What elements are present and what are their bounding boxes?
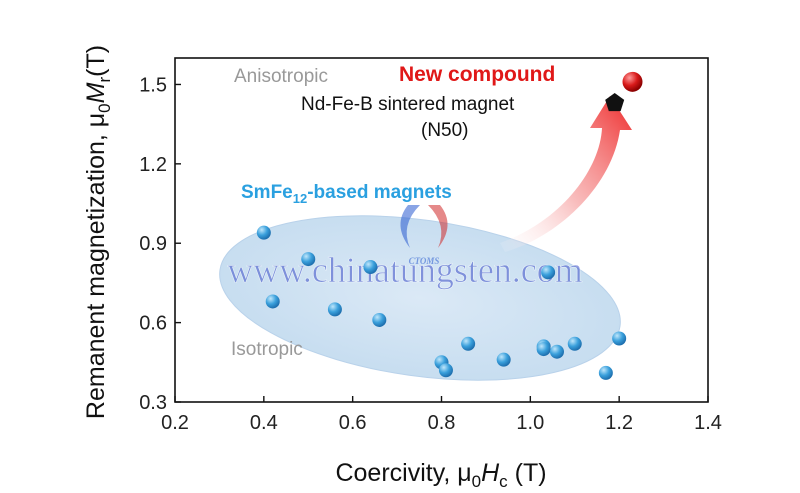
smfe-point — [598, 365, 613, 380]
smfe-point — [549, 344, 564, 359]
watermark-logo-text: CTOMS — [409, 256, 440, 266]
smfe-label-sub: 12 — [293, 191, 307, 206]
smfe-region-ellipse — [219, 215, 621, 381]
watermark-url: www.chinatungsten.com — [227, 250, 583, 290]
new-compound-label: New compound — [399, 63, 555, 86]
y-tick-label: 1.5 — [139, 74, 167, 96]
y-tick-label: 0.3 — [139, 392, 167, 414]
y-title-var: M — [82, 82, 110, 103]
x-title-var: H — [481, 459, 500, 487]
x-tick-label: 0.6 — [339, 412, 367, 434]
smfe-label-suffix: -based magnets — [307, 182, 452, 203]
x-tick-label: 1.0 — [516, 412, 544, 434]
x-tick-label: 0.4 — [250, 412, 278, 434]
smfe-point — [256, 225, 271, 240]
smfe-point — [541, 265, 556, 280]
smfe-label-prefix: SmFe — [241, 182, 293, 203]
x-title-prefix: Coercivity, μ — [335, 459, 471, 487]
smfe-point — [363, 260, 378, 275]
anisotropic-label: Anisotropic — [234, 66, 328, 87]
smfe-point — [301, 252, 316, 267]
x-tick-label: 0.2 — [161, 412, 189, 434]
ndfeb-label-line2: (N50) — [421, 120, 469, 141]
y-title-prefix: Remanent magnetization, μ — [82, 113, 110, 419]
x-axis-title: Coercivity, μ0Hc (T) — [335, 459, 546, 491]
smfe-point — [265, 294, 280, 309]
data-points — [256, 71, 643, 380]
y-title-unit: (T) — [82, 45, 110, 77]
smfe-label: SmFe12-based magnets — [241, 182, 452, 206]
y-title-sub: 0 — [95, 103, 114, 112]
ndfeb-point — [605, 93, 625, 112]
x-title-var-sub: c — [499, 472, 508, 491]
new-compound-point — [622, 71, 643, 92]
x-title-sub: 0 — [472, 472, 481, 491]
ndfeb-label-line1: Nd-Fe-B sintered magnet — [301, 94, 515, 115]
smfe-point — [372, 312, 387, 327]
x-tick-label: 1.4 — [694, 412, 722, 434]
y-tick-label: 0.6 — [139, 313, 167, 335]
smfe-point — [327, 302, 342, 317]
smfe-point — [438, 363, 453, 378]
watermark-logo: CTOMS — [400, 205, 448, 266]
y-axis-title: Remanent magnetization, μ0Mr(T) — [82, 45, 114, 419]
y-axis: 0.3 0.6 0.9 1.2 1.5 — [139, 74, 181, 414]
smfe-point — [461, 336, 476, 351]
x-axis: 0.2 0.4 0.6 0.8 1.0 1.2 1.4 — [161, 396, 722, 434]
x-tick-label: 1.2 — [605, 412, 633, 434]
trend-arrow — [500, 96, 632, 252]
isotropic-label: Isotropic — [231, 339, 303, 360]
x-tick-label: 0.8 — [428, 412, 456, 434]
smfe-point — [612, 331, 627, 346]
y-tick-label: 1.2 — [139, 154, 167, 176]
watermark: CTOMS www.chinatungsten.com — [227, 205, 583, 290]
x-title-unit: (T) — [508, 459, 547, 487]
y-title-var-sub: r — [95, 77, 114, 83]
smfe-point — [567, 336, 582, 351]
smfe-point — [496, 352, 511, 367]
y-tick-label: 0.9 — [139, 233, 167, 255]
smfe-point — [536, 342, 551, 357]
